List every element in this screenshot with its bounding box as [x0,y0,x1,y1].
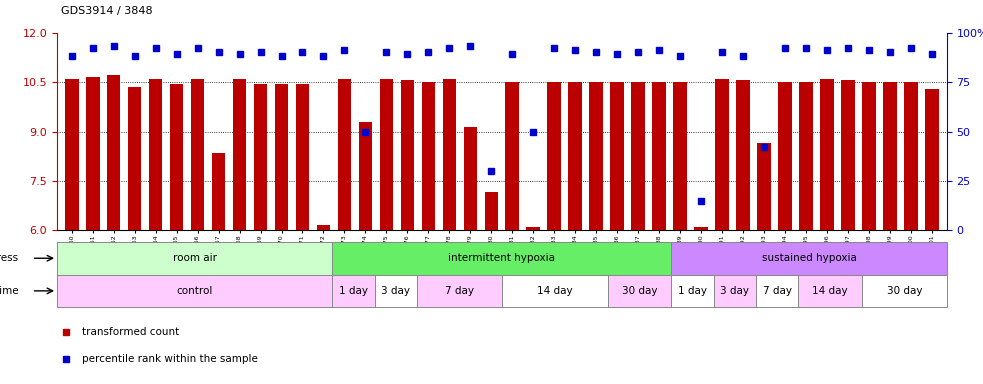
Text: control: control [177,286,213,296]
Bar [422,82,435,230]
Bar [862,275,947,307]
Bar [211,153,225,230]
Bar [464,127,477,230]
Bar [653,82,666,230]
Text: 7 day: 7 day [763,286,791,296]
Bar [65,79,79,230]
Text: 3 day: 3 day [381,286,411,296]
Bar [505,82,519,230]
Text: 1 day: 1 day [678,286,707,296]
Bar [337,79,351,230]
Text: sustained hypoxia: sustained hypoxia [762,253,856,263]
Bar [86,77,99,230]
Text: 3 day: 3 day [721,286,749,296]
Bar [317,225,330,230]
Bar [332,242,671,275]
Bar [485,192,498,230]
Bar [671,275,714,307]
Bar [610,82,624,230]
Bar [716,79,729,230]
Text: 30 day: 30 day [887,286,922,296]
Bar [296,84,310,230]
Bar [501,275,607,307]
Bar [191,79,204,230]
Bar [820,79,834,230]
Bar [274,84,288,230]
Text: 14 day: 14 day [537,286,572,296]
Bar [607,275,671,307]
Bar [673,82,687,230]
Text: 14 day: 14 day [812,286,848,296]
Bar [148,79,162,230]
Bar [694,227,708,230]
Bar [375,275,417,307]
Bar [57,242,332,275]
Bar [925,89,939,230]
Bar [568,82,582,230]
Text: GDS3914 / 3848: GDS3914 / 3848 [61,6,152,16]
Bar [799,82,813,230]
Bar [233,79,247,230]
Text: time: time [0,286,19,296]
Text: room air: room air [173,253,216,263]
Text: 1 day: 1 day [339,286,368,296]
Bar [590,82,603,230]
Bar [736,80,750,230]
Bar [841,80,855,230]
Bar [417,275,501,307]
Bar [904,82,918,230]
Bar [756,275,798,307]
Text: percentile rank within the sample: percentile rank within the sample [82,354,258,364]
Text: 30 day: 30 day [622,286,658,296]
Text: 7 day: 7 day [445,286,474,296]
Bar [170,84,184,230]
Bar [862,82,876,230]
Bar [779,82,792,230]
Bar [254,84,267,230]
Bar [798,275,862,307]
Bar [332,275,375,307]
Bar [359,122,373,230]
Text: transformed count: transformed count [82,327,179,337]
Bar [631,82,645,230]
Text: stress: stress [0,253,19,263]
Bar [883,82,896,230]
Bar [757,143,771,230]
Bar [379,79,393,230]
Bar [57,275,332,307]
Bar [442,79,456,230]
Bar [548,82,561,230]
Bar [671,242,947,275]
Bar [401,80,414,230]
Bar [107,76,121,230]
Text: intermittent hypoxia: intermittent hypoxia [448,253,555,263]
Bar [527,227,540,230]
Bar [128,87,142,230]
Bar [714,275,756,307]
